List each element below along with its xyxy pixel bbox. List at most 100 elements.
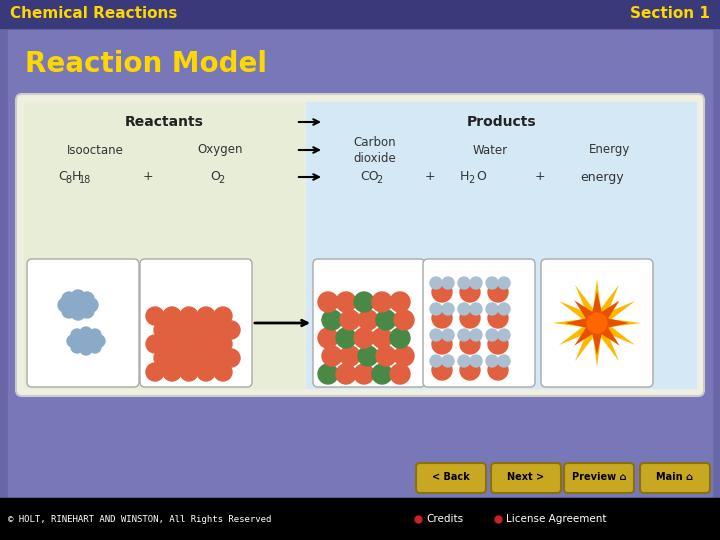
Circle shape <box>71 329 83 341</box>
Circle shape <box>322 346 342 366</box>
Circle shape <box>62 304 76 318</box>
FancyBboxPatch shape <box>640 463 710 493</box>
Text: Next >: Next > <box>508 472 544 482</box>
Circle shape <box>432 308 452 328</box>
Text: Chemical Reactions: Chemical Reactions <box>10 6 177 22</box>
Circle shape <box>222 321 240 339</box>
Circle shape <box>214 363 232 381</box>
Circle shape <box>336 328 356 348</box>
Circle shape <box>93 335 105 347</box>
Circle shape <box>354 328 374 348</box>
Text: Credits: Credits <box>426 514 463 524</box>
Circle shape <box>205 349 223 367</box>
Circle shape <box>318 364 338 384</box>
Text: +: + <box>535 171 545 184</box>
Circle shape <box>180 335 198 353</box>
Text: +: + <box>143 171 153 184</box>
Circle shape <box>460 360 480 380</box>
Circle shape <box>188 349 206 367</box>
Circle shape <box>498 355 510 367</box>
Circle shape <box>80 292 94 306</box>
Bar <box>0 498 720 540</box>
Circle shape <box>340 310 360 330</box>
Circle shape <box>470 303 482 315</box>
Circle shape <box>318 328 338 348</box>
Circle shape <box>322 310 342 330</box>
Circle shape <box>430 303 442 315</box>
Circle shape <box>318 292 338 312</box>
Circle shape <box>442 329 454 341</box>
Circle shape <box>62 292 76 306</box>
Bar <box>306 102 696 388</box>
Bar <box>8 30 712 498</box>
Circle shape <box>146 307 164 325</box>
Circle shape <box>197 363 215 381</box>
Circle shape <box>372 328 392 348</box>
Polygon shape <box>553 279 641 367</box>
Circle shape <box>458 277 470 289</box>
Circle shape <box>214 307 232 325</box>
Text: 2: 2 <box>376 175 382 185</box>
Circle shape <box>71 306 85 320</box>
Circle shape <box>460 308 480 328</box>
FancyBboxPatch shape <box>491 463 561 493</box>
Text: 18: 18 <box>79 175 91 185</box>
Circle shape <box>358 310 378 330</box>
Text: License Agreement: License Agreement <box>506 514 606 524</box>
FancyBboxPatch shape <box>564 463 634 493</box>
Circle shape <box>488 282 508 302</box>
Circle shape <box>154 321 172 339</box>
Text: H: H <box>460 171 469 184</box>
Circle shape <box>71 290 85 304</box>
Circle shape <box>354 292 374 312</box>
Circle shape <box>214 335 232 353</box>
Circle shape <box>358 346 378 366</box>
Text: Oxygen: Oxygen <box>197 144 243 157</box>
Circle shape <box>470 329 482 341</box>
FancyBboxPatch shape <box>423 259 535 387</box>
Text: Water: Water <box>472 144 508 157</box>
FancyBboxPatch shape <box>541 259 653 387</box>
Circle shape <box>376 310 396 330</box>
Circle shape <box>372 364 392 384</box>
Circle shape <box>488 334 508 354</box>
Circle shape <box>197 307 215 325</box>
Text: Products: Products <box>467 115 537 129</box>
Circle shape <box>442 303 454 315</box>
Circle shape <box>486 277 498 289</box>
Circle shape <box>205 321 223 339</box>
Circle shape <box>163 363 181 381</box>
Circle shape <box>146 335 164 353</box>
Text: 8: 8 <box>65 175 71 185</box>
Circle shape <box>67 335 79 347</box>
Circle shape <box>458 329 470 341</box>
Circle shape <box>442 277 454 289</box>
Circle shape <box>486 355 498 367</box>
Text: 2: 2 <box>468 175 474 185</box>
Bar <box>0 0 720 28</box>
Text: H: H <box>72 171 81 184</box>
Circle shape <box>58 298 72 312</box>
Circle shape <box>390 364 410 384</box>
Text: Main ⌂: Main ⌂ <box>657 472 693 482</box>
Circle shape <box>163 335 181 353</box>
Text: Isooctane: Isooctane <box>66 144 123 157</box>
Circle shape <box>171 321 189 339</box>
Circle shape <box>432 282 452 302</box>
Text: 2: 2 <box>218 175 224 185</box>
Circle shape <box>488 308 508 328</box>
Circle shape <box>486 329 498 341</box>
Text: Energy: Energy <box>589 144 631 157</box>
Circle shape <box>76 335 88 347</box>
Circle shape <box>458 355 470 367</box>
Circle shape <box>89 329 101 341</box>
Circle shape <box>498 329 510 341</box>
Text: © HOLT, RINEHART AND WINSTON, All Rights Reserved: © HOLT, RINEHART AND WINSTON, All Rights… <box>8 515 271 523</box>
Circle shape <box>84 335 96 347</box>
Text: Reactants: Reactants <box>125 115 203 129</box>
Circle shape <box>354 364 374 384</box>
Circle shape <box>394 310 414 330</box>
Circle shape <box>336 364 356 384</box>
Circle shape <box>188 321 206 339</box>
Circle shape <box>197 335 215 353</box>
